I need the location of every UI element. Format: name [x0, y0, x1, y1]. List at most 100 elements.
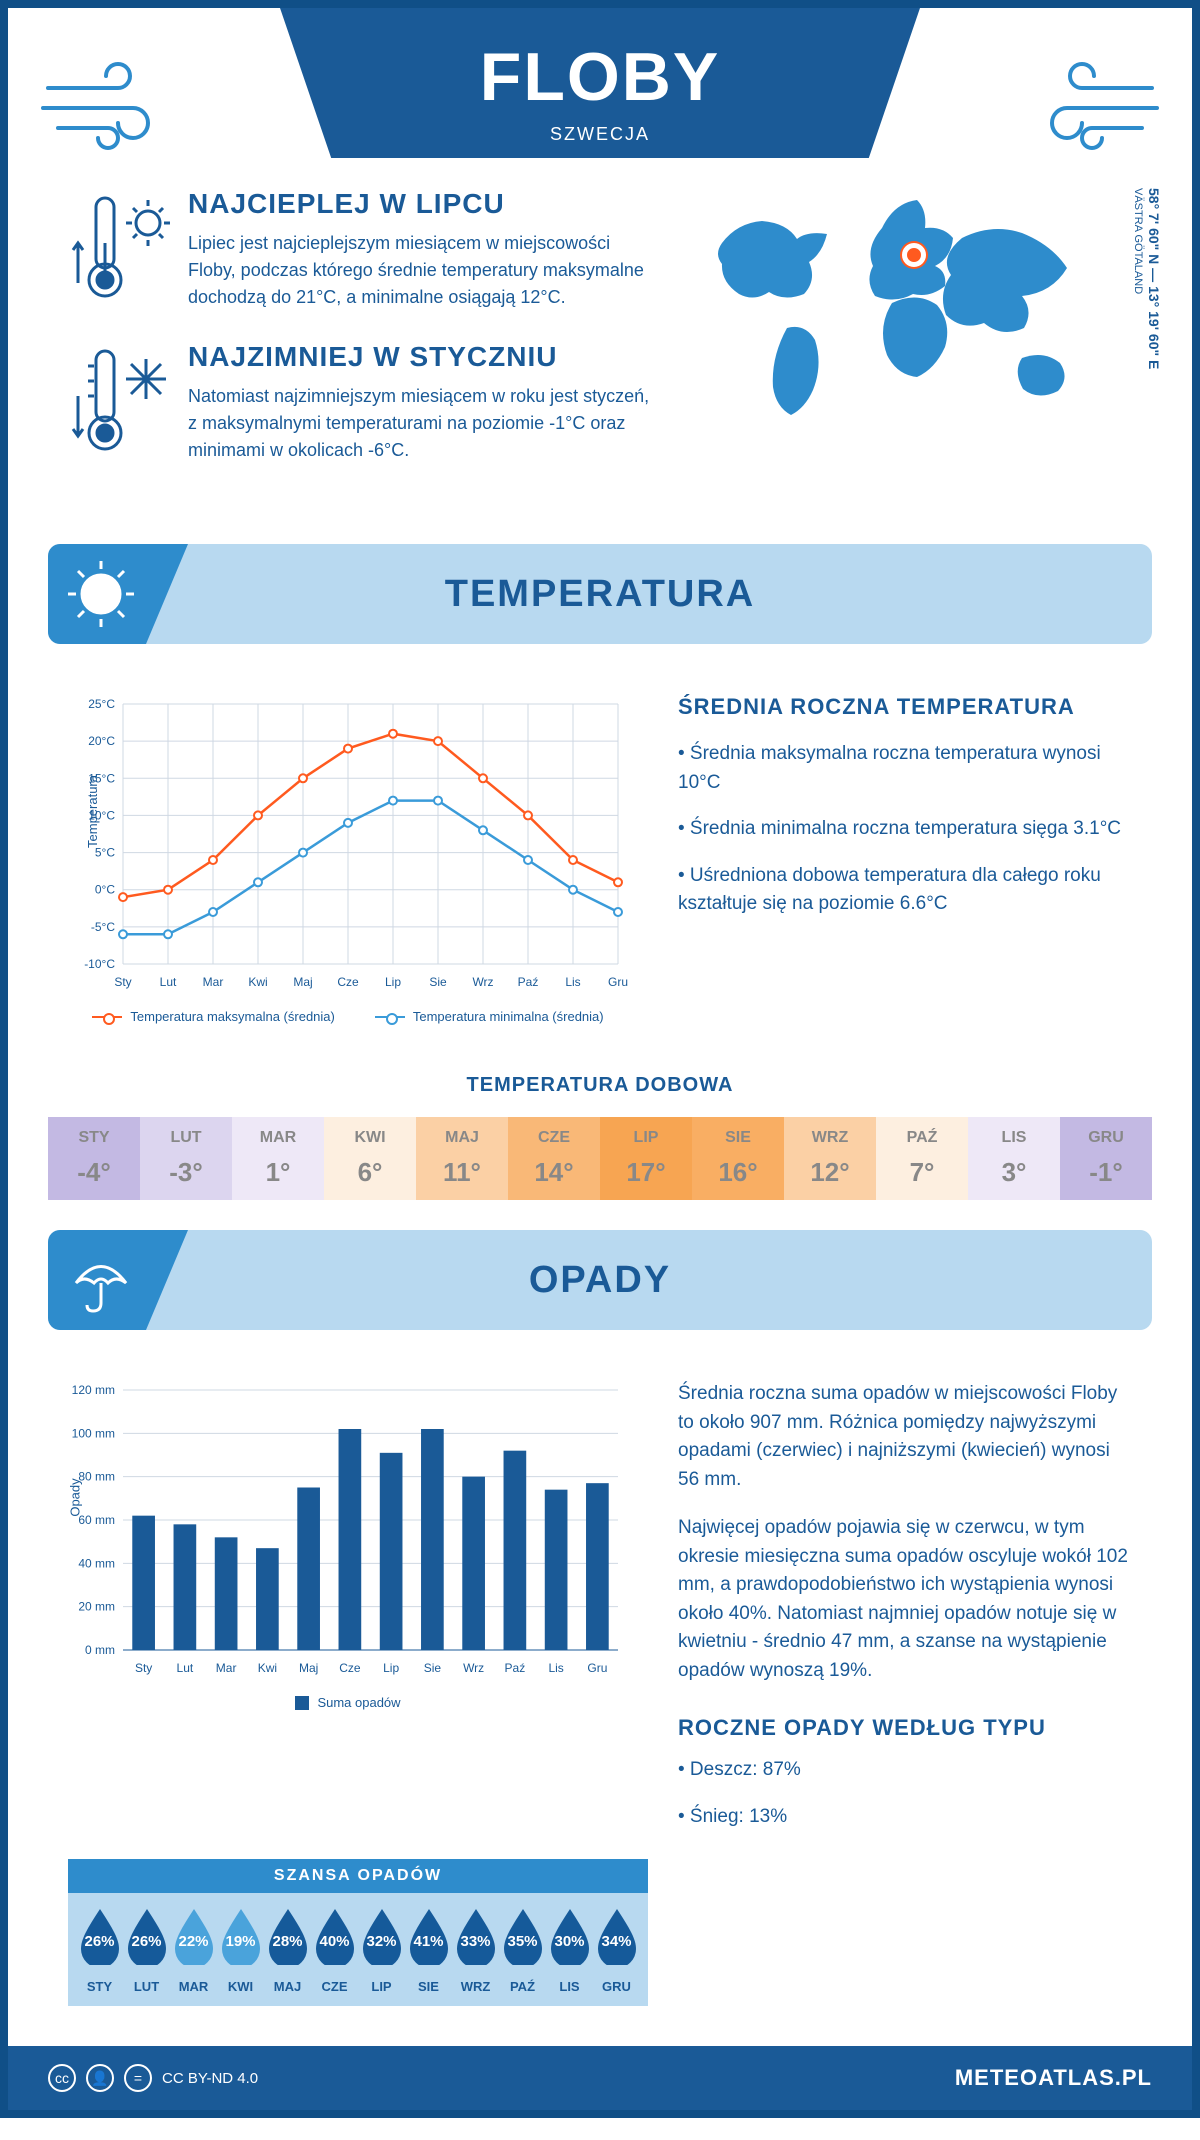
coldest-heading: NAJZIMNIEJ W STYCZNIU	[188, 341, 662, 373]
coordinates-label: 58° 7' 60" N — 13° 19' 60" E VÄSTRA GÖTA…	[1130, 188, 1162, 369]
daily-cell: CZE14°	[508, 1117, 600, 1200]
month-label: SIE	[406, 1979, 452, 1994]
city-title: FLOBY	[280, 38, 920, 116]
section-title: TEMPERATURA	[445, 573, 756, 616]
month-label: LIS	[547, 1979, 593, 1994]
cc-icon: cc	[48, 2064, 76, 2092]
svg-text:Wrz: Wrz	[463, 1661, 484, 1675]
precip-bar-chart: Opady 0 mm20 mm40 mm60 mm80 mm100 mm120 …	[68, 1380, 628, 1849]
license-text: CC BY-ND 4.0	[162, 2070, 258, 2087]
month-label: KWI	[218, 1979, 264, 1994]
chart-legend: Temperatura maksymalna (średnia) Tempera…	[68, 1009, 628, 1024]
rain-drop-icon: 19%	[218, 1907, 264, 1965]
month-label: CZE	[312, 1979, 358, 1994]
rain-drop-icon: 26%	[124, 1907, 170, 1965]
rain-drop-icon: 33%	[453, 1907, 499, 1965]
svg-text:Sie: Sie	[429, 975, 447, 989]
svg-text:-10°C: -10°C	[84, 957, 115, 971]
world-map	[692, 188, 1112, 438]
precip-text: Średnia roczna suma opadów w miejscowośc…	[628, 1380, 1132, 1849]
rain-drop-icon: 22%	[171, 1907, 217, 1965]
wind-decoration-icon	[38, 38, 188, 158]
daily-cell: KWI6°	[324, 1117, 416, 1200]
warmest-text: Lipiec jest najcieplejszym miesiącem w m…	[188, 230, 662, 311]
svg-text:120 mm: 120 mm	[72, 1383, 115, 1397]
svg-text:Paź: Paź	[505, 1661, 526, 1675]
by-icon: 👤	[86, 2064, 114, 2092]
footer: cc 👤 = CC BY-ND 4.0 METEOATLAS.PL	[8, 2046, 1192, 2110]
month-label: STY	[77, 1979, 123, 1994]
daily-cell: LUT-3°	[140, 1117, 232, 1200]
svg-text:Mar: Mar	[203, 975, 224, 989]
section-header-temperature: TEMPERATURA	[48, 544, 1152, 644]
warmest-heading: NAJCIEPLEJ W LIPCU	[188, 188, 662, 220]
svg-text:Lip: Lip	[385, 975, 401, 989]
svg-text:Lis: Lis	[565, 975, 580, 989]
coldest-text: Natomiast najzimniejszym miesiącem w rok…	[188, 383, 662, 464]
intro-section: NAJCIEPLEJ W LIPCU Lipiec jest najcieple…	[8, 188, 1192, 524]
svg-text:0 mm: 0 mm	[85, 1643, 115, 1657]
svg-text:Lip: Lip	[383, 1661, 399, 1675]
svg-text:Wrz: Wrz	[472, 975, 493, 989]
bullet: • Śnieg: 13%	[678, 1803, 1132, 1832]
umbrella-icon	[48, 1230, 188, 1330]
svg-text:100 mm: 100 mm	[72, 1426, 115, 1440]
location-marker-icon	[902, 243, 926, 267]
daily-temp-heading: TEMPERATURA DOBOWA	[8, 1074, 1192, 1097]
header: FLOBY SZWECJA	[8, 8, 1192, 188]
svg-text:Paź: Paź	[518, 975, 539, 989]
svg-text:Gru: Gru	[587, 1661, 607, 1675]
daily-cell: PAŹ7°	[876, 1117, 968, 1200]
coldest-block: NAJZIMNIEJ W STYCZNIU Natomiast najzimni…	[68, 341, 662, 464]
svg-text:80 mm: 80 mm	[78, 1470, 115, 1484]
chart-legend: Suma opadów	[68, 1695, 628, 1710]
section-title: OPADY	[529, 1259, 671, 1302]
svg-text:Sty: Sty	[114, 975, 131, 989]
bullet: • Deszcz: 87%	[678, 1756, 1132, 1785]
svg-text:Maj: Maj	[299, 1661, 318, 1675]
daily-cell: SIE16°	[692, 1117, 784, 1200]
rain-drop-icon: 40%	[312, 1907, 358, 1965]
svg-text:Maj: Maj	[293, 975, 312, 989]
svg-text:Gru: Gru	[608, 975, 628, 989]
rain-drop-icon: 30%	[547, 1907, 593, 1965]
daily-cell: WRZ12°	[784, 1117, 876, 1200]
svg-text:Lut: Lut	[177, 1661, 194, 1675]
month-label: GRU	[594, 1979, 640, 1994]
svg-text:Sty: Sty	[135, 1661, 152, 1675]
daily-cell: MAR1°	[232, 1117, 324, 1200]
svg-text:Sie: Sie	[424, 1661, 442, 1675]
rain-drop-icon: 32%	[359, 1907, 405, 1965]
daily-cell: LIS3°	[968, 1117, 1060, 1200]
rain-drop-icon: 35%	[500, 1907, 546, 1965]
precip-chance-block: SZANSA OPADÓW 26% 26% 22% 19% 28% 40% 32…	[68, 1859, 648, 2006]
daily-cell: MAJ11°	[416, 1117, 508, 1200]
month-label: MAR	[171, 1979, 217, 1994]
month-label: LIP	[359, 1979, 405, 1994]
month-label: MAJ	[265, 1979, 311, 1994]
svg-text:20°C: 20°C	[88, 734, 115, 748]
nd-icon: =	[124, 2064, 152, 2092]
svg-text:Cze: Cze	[339, 1661, 361, 1675]
daily-cell: STY-4°	[48, 1117, 140, 1200]
thermometer-sun-icon	[68, 188, 178, 308]
month-label: LUT	[124, 1979, 170, 1994]
svg-text:25°C: 25°C	[88, 697, 115, 711]
bullet: • Średnia maksymalna roczna temperatura …	[678, 740, 1132, 797]
daily-temp-table: STY-4°LUT-3°MAR1°KWI6°MAJ11°CZE14°LIP17°…	[48, 1117, 1152, 1200]
bullet: • Uśredniona dobowa temperatura dla całe…	[678, 862, 1132, 919]
svg-text:Kwi: Kwi	[258, 1661, 277, 1675]
svg-text:Kwi: Kwi	[248, 975, 267, 989]
rain-drop-icon: 41%	[406, 1907, 452, 1965]
rain-drop-icon: 26%	[77, 1907, 123, 1965]
svg-text:40 mm: 40 mm	[78, 1556, 115, 1570]
rain-drop-icon: 28%	[265, 1907, 311, 1965]
svg-text:20 mm: 20 mm	[78, 1600, 115, 1614]
title-banner: FLOBY SZWECJA	[280, 8, 920, 158]
svg-text:0°C: 0°C	[95, 883, 115, 897]
country-subtitle: SZWECJA	[280, 124, 920, 145]
site-name: METEOATLAS.PL	[955, 2065, 1152, 2091]
rain-drop-icon: 34%	[594, 1907, 640, 1965]
month-label: PAŹ	[500, 1979, 546, 1994]
thermometer-snow-icon	[68, 341, 178, 461]
